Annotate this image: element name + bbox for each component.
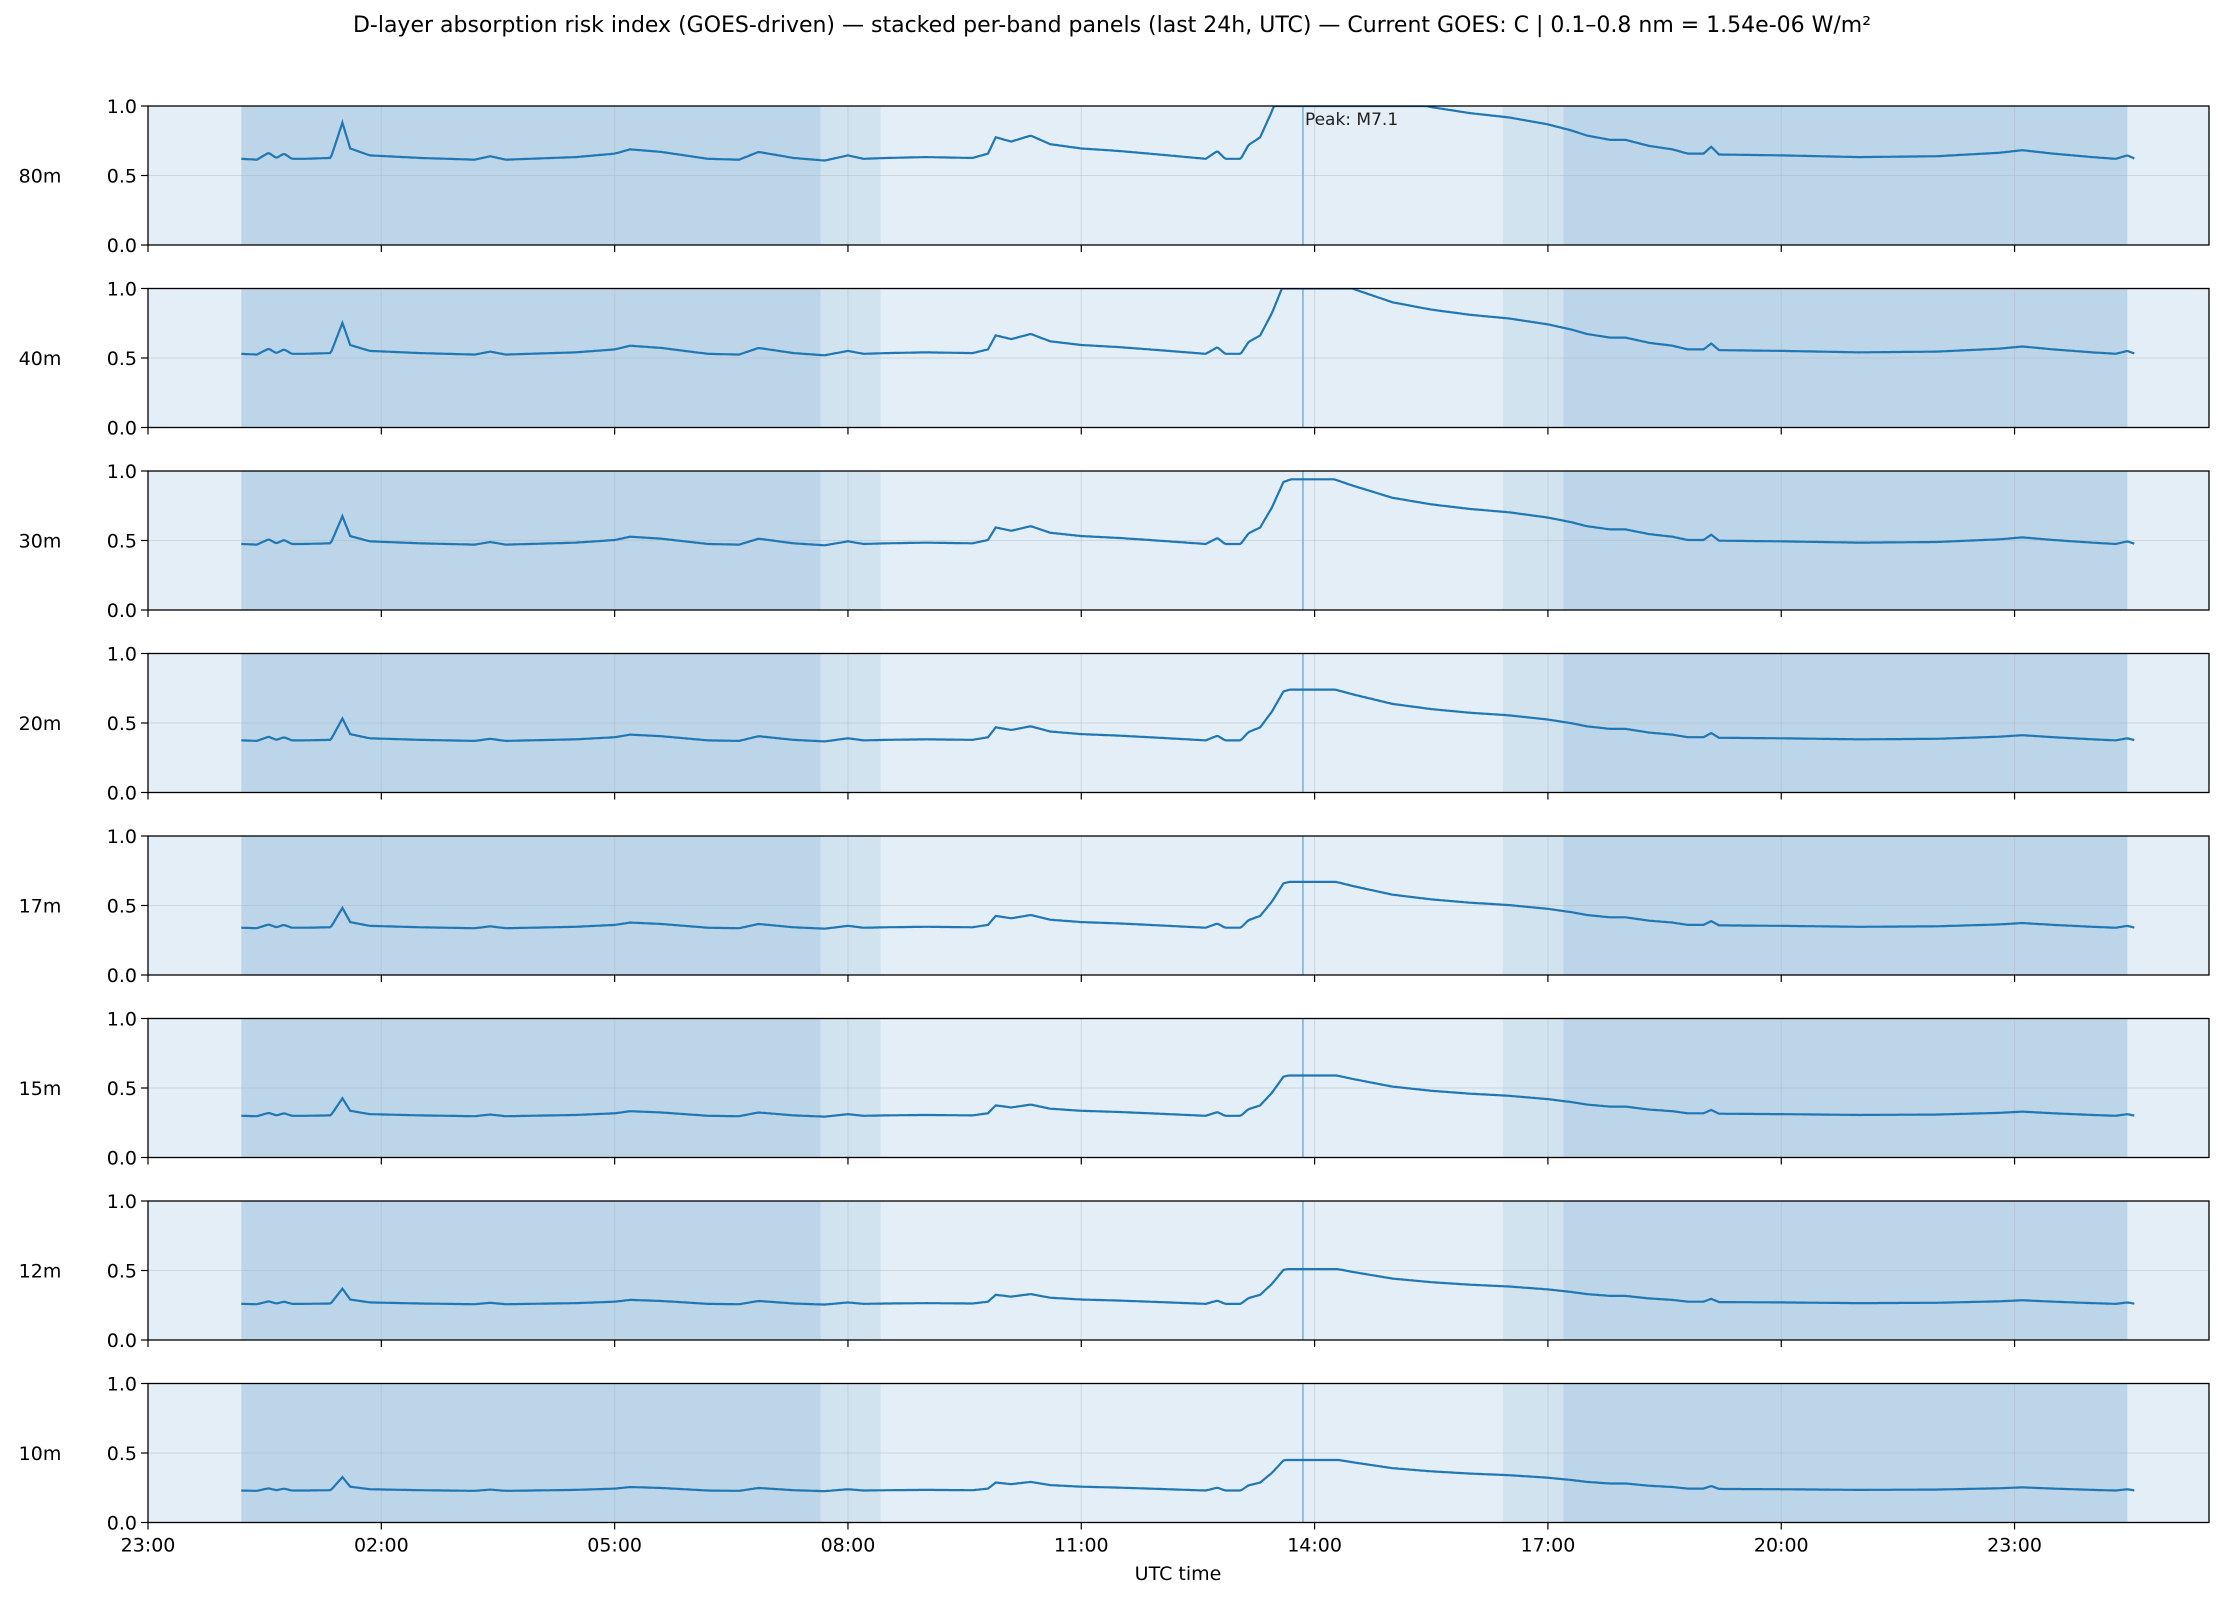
- y-tick-label: 0.5: [107, 1261, 137, 1283]
- peak-annotation: Peak: M7.1: [1305, 110, 1398, 130]
- band-label-20m: 20m: [19, 713, 62, 735]
- night-shade: [241, 471, 821, 610]
- night-shade: [1563, 1383, 2128, 1523]
- y-tick-label: 1.0: [107, 96, 137, 118]
- y-tick-label: 0.5: [107, 348, 137, 370]
- panels-layer: Peak: M7.1 0.0 0.5 1.0 80m 0.0 0.5 1.0 40m 0.0 0.5…: [19, 96, 2210, 1557]
- series-line-12m: [241, 1268, 2135, 1306]
- twilight-shade: [1502, 1018, 1564, 1158]
- series-line-15m: [241, 1074, 2135, 1118]
- series-line-30m: [241, 478, 2135, 547]
- y-tick-label: 1.0: [107, 461, 137, 483]
- twilight-shade: [820, 1018, 881, 1158]
- y-tick-label: 0.0: [107, 418, 137, 440]
- twilight-shade: [1502, 1201, 1564, 1340]
- y-tick-label: 1.0: [107, 644, 137, 666]
- y-tick-label: 1.0: [107, 1374, 137, 1396]
- band-label-15m: 15m: [19, 1078, 62, 1100]
- x-tick-label: 11:00: [1054, 1535, 1109, 1557]
- y-tick-label: 0.5: [107, 896, 137, 918]
- band-label-40m: 40m: [19, 348, 62, 370]
- series-line-10m: [241, 1458, 2135, 1493]
- night-shade: [1563, 653, 2128, 793]
- night-shade: [241, 106, 821, 245]
- night-shade: [241, 836, 821, 975]
- panel-17m: 0.0 0.5 1.0 17m: [19, 826, 2210, 987]
- twilight-shade: [820, 471, 881, 610]
- y-tick-label: 0.5: [107, 1443, 137, 1465]
- y-tick-label: 1.0: [107, 279, 137, 301]
- twilight-shade: [820, 653, 881, 793]
- panel-20m: 0.0 0.5 1.0 20m: [19, 644, 2210, 805]
- y-tick-label: 0.0: [107, 1148, 137, 1170]
- y-tick-label: 1.0: [107, 1191, 137, 1213]
- night-shade: [1563, 1018, 2128, 1158]
- y-tick-label: 0.0: [107, 600, 137, 622]
- x-tick-label: 23:00: [121, 1535, 176, 1557]
- twilight-shade: [1502, 653, 1564, 793]
- series-line-20m: [241, 688, 2135, 743]
- twilight-shade: [1502, 288, 1564, 428]
- y-tick-label: 0.0: [107, 235, 137, 257]
- panel-15m: 0.0 0.5 1.0 15m: [19, 1009, 2210, 1170]
- twilight-shade: [820, 836, 881, 975]
- twilight-shade: [1502, 106, 1564, 245]
- night-shade: [241, 1018, 821, 1158]
- x-tick-label: 14:00: [1287, 1535, 1342, 1557]
- chart-title: D-layer absorption risk index (GOES-driv…: [353, 13, 1871, 38]
- panel-80m: Peak: M7.1 0.0 0.5 1.0 80m: [19, 96, 2210, 257]
- y-tick-label: 1.0: [107, 1009, 137, 1031]
- twilight-shade: [820, 288, 881, 428]
- night-shade: [1563, 106, 2128, 245]
- panel-40m: 0.0 0.5 1.0 40m: [19, 279, 2210, 440]
- band-label-10m: 10m: [19, 1443, 62, 1465]
- twilight-shade: [820, 106, 881, 245]
- y-tick-label: 0.5: [107, 531, 137, 553]
- panel-12m: 0.0 0.5 1.0 12m: [19, 1191, 2210, 1352]
- y-tick-label: 0.0: [107, 783, 137, 805]
- y-tick-label: 0.0: [107, 1513, 137, 1535]
- x-tick-label: 17:00: [1521, 1535, 1576, 1557]
- x-tick-label: 20:00: [1754, 1535, 1809, 1557]
- x-tick-label: 05:00: [587, 1535, 642, 1557]
- y-tick-label: 0.0: [107, 1330, 137, 1352]
- y-tick-label: 0.5: [107, 713, 137, 735]
- series-line-80m: [241, 106, 2135, 162]
- y-tick-label: 1.0: [107, 826, 137, 848]
- twilight-shade: [1502, 471, 1564, 610]
- night-shade: [1563, 471, 2128, 610]
- panel-30m: 0.0 0.5 1.0 30m: [19, 461, 2210, 622]
- band-label-30m: 30m: [19, 531, 62, 553]
- twilight-shade: [1502, 1383, 1564, 1523]
- series-line-40m: [241, 288, 2135, 357]
- x-tick-label: 23:00: [1987, 1535, 2042, 1557]
- night-shade: [241, 1383, 821, 1523]
- x-tick-label: 08:00: [821, 1535, 876, 1557]
- y-tick-label: 0.5: [107, 166, 137, 188]
- band-label-80m: 80m: [19, 166, 62, 188]
- twilight-shade: [820, 1201, 881, 1340]
- y-tick-label: 0.0: [107, 965, 137, 987]
- twilight-shade: [820, 1383, 881, 1523]
- night-shade: [241, 288, 821, 428]
- night-shade: [1563, 1201, 2128, 1340]
- night-shade: [1563, 288, 2128, 428]
- x-tick-label: 02:00: [354, 1535, 409, 1557]
- night-shade: [1563, 836, 2128, 975]
- band-label-12m: 12m: [19, 1261, 62, 1283]
- panel-10m: 0.0 0.5 1.0 10m 23:00 02:00 05:00 08:00 11:00 14:…: [19, 1374, 2210, 1557]
- night-shade: [241, 1201, 821, 1340]
- night-shade: [241, 653, 821, 793]
- y-tick-label: 0.5: [107, 1078, 137, 1100]
- x-axis-label: UTC time: [1135, 1563, 1222, 1585]
- band-label-17m: 17m: [19, 896, 62, 918]
- series-line-17m: [241, 880, 2135, 930]
